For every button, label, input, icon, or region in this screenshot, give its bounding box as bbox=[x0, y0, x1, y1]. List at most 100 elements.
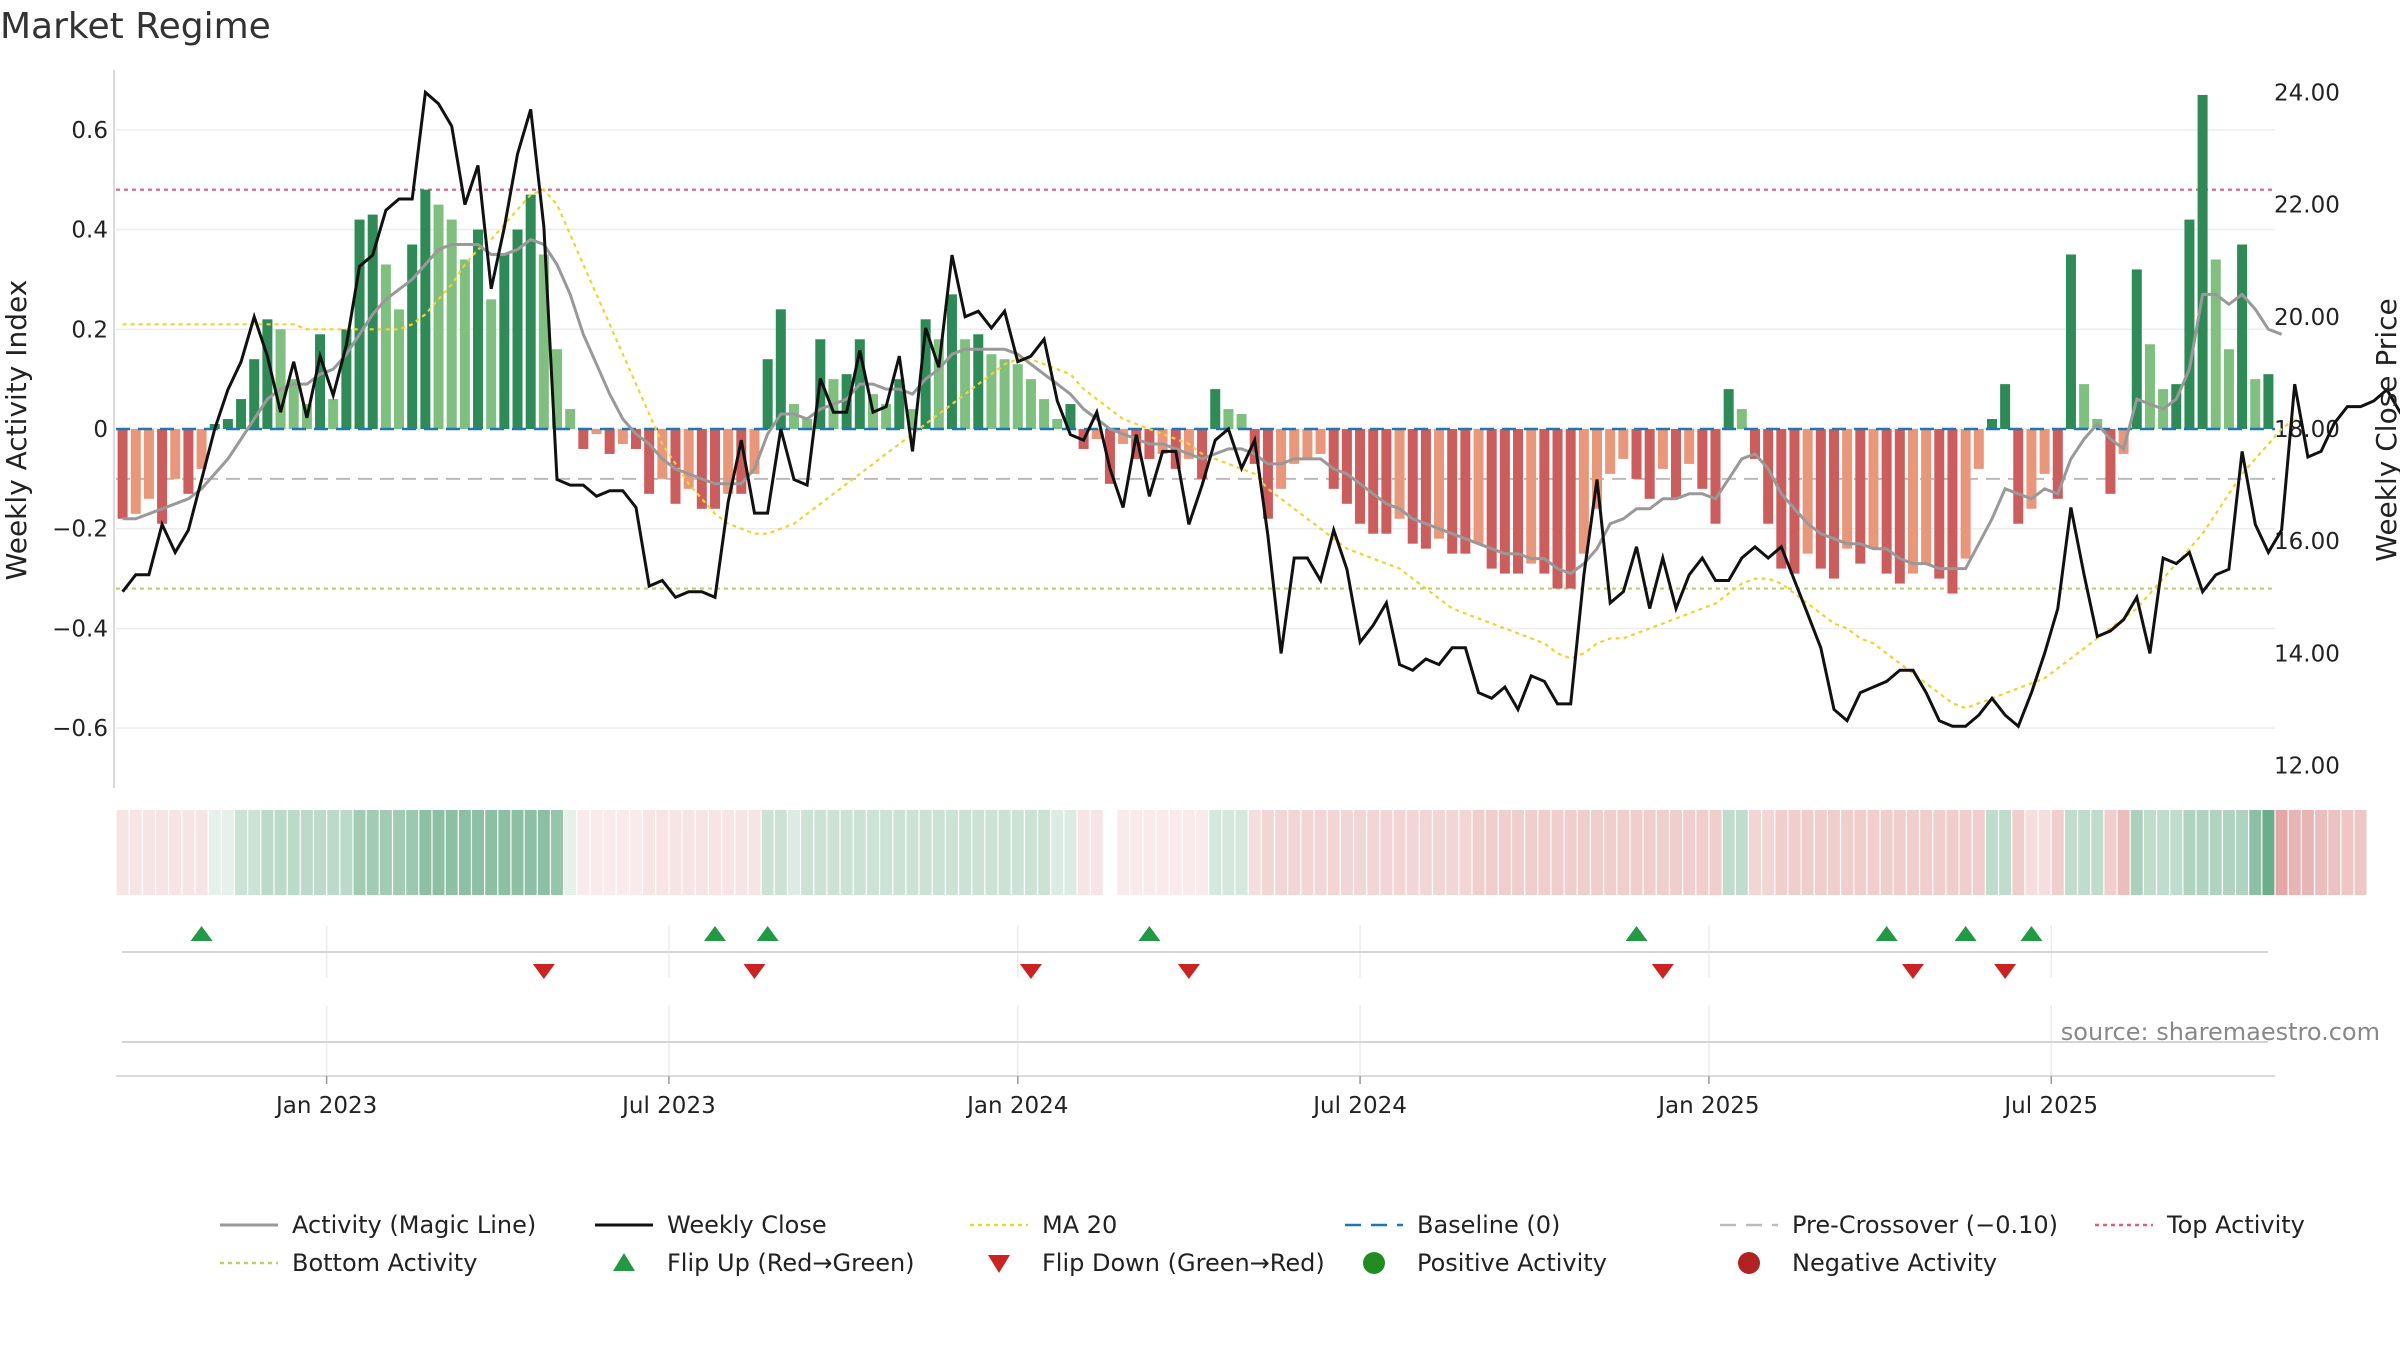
regime-cell bbox=[774, 810, 787, 895]
regime-cell bbox=[1643, 810, 1656, 895]
activity-bar bbox=[1025, 379, 1036, 429]
legend-item: MA 20 bbox=[970, 1211, 1117, 1239]
activity-bar bbox=[1815, 429, 1826, 569]
regime-cell bbox=[1735, 810, 1748, 895]
regime-cell bbox=[221, 810, 234, 895]
regime-cell bbox=[2209, 810, 2222, 895]
flip-up-marker bbox=[2020, 926, 2043, 941]
activity-bar bbox=[486, 299, 497, 429]
weekly-close-line bbox=[121, 89, 2400, 729]
regime-cell bbox=[419, 810, 432, 895]
activity-bar bbox=[1210, 389, 1221, 429]
activity-bar bbox=[907, 409, 918, 429]
regime-cell bbox=[1156, 810, 1169, 895]
legend-item: Negative Activity bbox=[1738, 1249, 1997, 1277]
activity-bar bbox=[275, 329, 286, 429]
regime-cell bbox=[866, 810, 879, 895]
regime-cell bbox=[1051, 810, 1064, 895]
activity-bar bbox=[1341, 429, 1352, 504]
flip-down-marker bbox=[1994, 964, 2017, 979]
regime-cell bbox=[1222, 810, 1235, 895]
regime-cell bbox=[2183, 810, 2196, 895]
activity-bar bbox=[2052, 429, 2063, 499]
regime-cell bbox=[787, 810, 800, 895]
activity-bar bbox=[394, 309, 405, 429]
flip-up-marker bbox=[756, 926, 779, 941]
y-left-tick-label: −0.2 bbox=[52, 517, 108, 543]
activity-bar bbox=[1671, 429, 1682, 499]
activity-bar bbox=[1447, 429, 1458, 554]
regime-cell bbox=[2064, 810, 2077, 895]
regime-cell bbox=[432, 810, 445, 895]
flip-markers-panel bbox=[122, 925, 2268, 979]
activity-bar bbox=[1223, 409, 1234, 429]
regime-cell bbox=[1722, 810, 1735, 895]
regime-cell bbox=[603, 810, 616, 895]
activity-bar bbox=[446, 219, 457, 429]
regime-cell bbox=[2315, 810, 2328, 895]
regime-cell bbox=[393, 810, 406, 895]
regime-cell bbox=[1551, 810, 1564, 895]
activity-bar bbox=[762, 359, 773, 429]
regime-cell bbox=[1380, 810, 1393, 895]
regime-cell bbox=[1683, 810, 1696, 895]
regime-cell bbox=[643, 810, 656, 895]
activity-bar bbox=[1118, 429, 1129, 444]
activity-bar bbox=[380, 264, 391, 429]
regime-cell bbox=[1670, 810, 1682, 895]
regime-cell bbox=[261, 810, 274, 895]
regime-cell bbox=[972, 810, 985, 895]
activity-bar bbox=[1368, 429, 1379, 534]
regime-cell bbox=[458, 810, 471, 895]
regime-strip bbox=[116, 810, 2367, 895]
regime-cell bbox=[353, 810, 366, 895]
activity-bar bbox=[1302, 429, 1313, 459]
legend-label: Negative Activity bbox=[1792, 1249, 1997, 1277]
flip-down-marker bbox=[1177, 964, 1200, 979]
activity-bar bbox=[420, 189, 431, 429]
regime-cell bbox=[656, 810, 669, 895]
flip-up-marker bbox=[1625, 926, 1648, 941]
y-left-tick-label: 0.6 bbox=[71, 118, 108, 144]
activity-bar bbox=[1526, 429, 1537, 564]
x-tick-label: Jul 2025 bbox=[2002, 1093, 2098, 1119]
regime-cell bbox=[1472, 810, 1485, 895]
activity-bar bbox=[1289, 429, 1300, 464]
regime-cell bbox=[1814, 810, 1827, 895]
activity-bar bbox=[196, 429, 207, 469]
flip-up-marker bbox=[190, 926, 213, 941]
regime-cell bbox=[2328, 810, 2341, 895]
legend: Activity (Magic Line) Weekly Close MA 20 Ba… bbox=[220, 1211, 2305, 1277]
y-axis-left-label: Weekly Activity Index bbox=[0, 280, 33, 581]
regime-cell bbox=[406, 810, 419, 895]
regime-cell bbox=[669, 810, 682, 895]
regime-cell bbox=[1235, 810, 1248, 895]
activity-bar bbox=[538, 254, 549, 429]
activity-bar bbox=[591, 429, 602, 434]
regime-cell bbox=[893, 810, 906, 895]
regime-cell bbox=[314, 810, 327, 895]
activity-bar bbox=[222, 419, 233, 429]
regime-cell bbox=[1801, 810, 1814, 895]
regime-cell bbox=[1591, 810, 1604, 895]
regime-cell bbox=[735, 810, 748, 895]
regime-cell bbox=[906, 810, 919, 895]
regime-cell bbox=[1946, 810, 1959, 895]
regime-cell bbox=[577, 810, 590, 895]
activity-bar bbox=[1052, 419, 1063, 429]
regime-cell bbox=[537, 810, 550, 895]
activity-bar bbox=[2184, 219, 2195, 429]
regime-cell bbox=[1841, 810, 1854, 895]
activity-bar bbox=[459, 259, 470, 429]
activity-bar bbox=[1565, 429, 1576, 589]
flip-up-marker bbox=[1875, 926, 1898, 941]
activity-bar bbox=[2026, 429, 2037, 509]
regime-cell bbox=[2157, 810, 2170, 895]
activity-bar bbox=[1973, 429, 1984, 469]
flip-down-marker bbox=[1651, 964, 1674, 979]
activity-bar bbox=[1736, 409, 1747, 429]
activity-bar bbox=[117, 429, 128, 519]
activity-bar bbox=[604, 429, 615, 454]
regime-cell bbox=[2288, 810, 2301, 895]
activity-bar bbox=[1776, 429, 1787, 569]
